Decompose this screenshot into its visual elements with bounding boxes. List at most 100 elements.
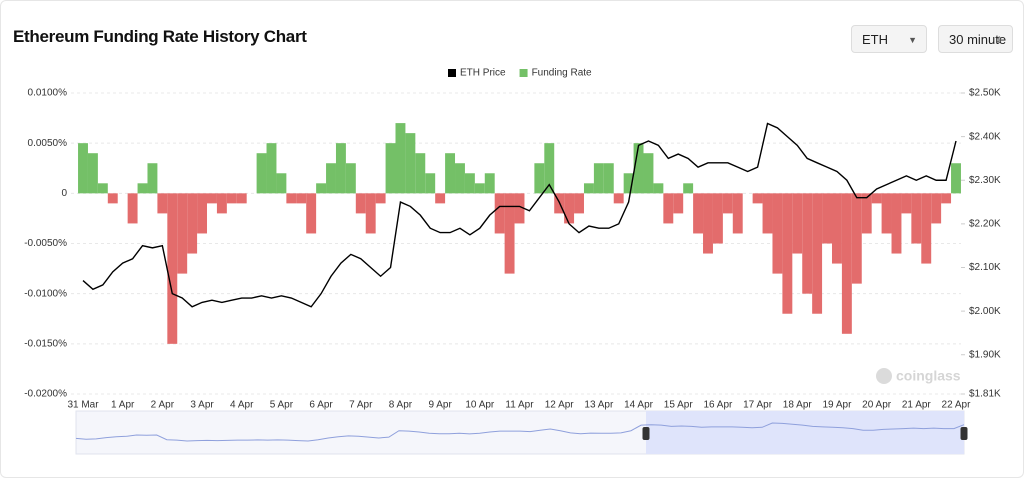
funding-bar (762, 193, 773, 234)
x-tick-label: 21 Apr (902, 400, 932, 411)
funding-bar (167, 193, 178, 344)
x-tick-label: 10 Apr (465, 400, 495, 411)
x-tick-label: 16 Apr (703, 400, 733, 411)
funding-bar (455, 163, 465, 194)
funding-bar (187, 193, 198, 254)
y2-tick-label: $2.00K (969, 306, 1001, 317)
funding-bar (851, 193, 862, 284)
funding-bar (693, 193, 704, 234)
symbol-select[interactable]: ETH ▼ (851, 25, 927, 53)
funding-bar (891, 193, 902, 254)
x-tick-label: 13 Apr (584, 400, 614, 411)
y-tick-label: 0 (61, 188, 67, 199)
funding-bar (831, 193, 842, 264)
funding-bar (355, 193, 366, 214)
x-tick-label: 9 Apr (428, 400, 452, 411)
x-tick-label: 6 Apr (309, 400, 333, 411)
y2-tick-label: $2.30K (969, 175, 1001, 186)
funding-bar (712, 193, 723, 244)
funding-bar (941, 193, 952, 204)
dropdown-arrow: ⇕ (995, 35, 1003, 45)
funding-bar (653, 183, 664, 194)
funding-bar (494, 193, 505, 234)
funding-bar (782, 193, 793, 314)
funding-bar (395, 123, 406, 194)
funding-bar (812, 193, 823, 314)
funding-bar (226, 193, 237, 204)
funding-bar (574, 193, 584, 214)
funding-bar (881, 193, 892, 234)
x-tick-label: 17 Apr (743, 400, 773, 411)
funding-bar (951, 163, 961, 194)
funding-bar (266, 143, 277, 194)
funding-bar (752, 193, 763, 204)
funding-bar (722, 193, 733, 214)
funding-bar (78, 143, 88, 194)
funding-bar (921, 193, 932, 264)
funding-bar (147, 163, 158, 194)
watermark-logo (876, 368, 892, 384)
y2-tick-label: $1.81K (969, 389, 1001, 400)
funding-bar (464, 173, 475, 194)
x-tick-label: 12 Apr (545, 400, 575, 411)
funding-bar (197, 193, 208, 234)
funding-bar (931, 193, 942, 224)
funding-bar (583, 183, 594, 194)
x-tick-label: 8 Apr (389, 400, 413, 411)
y-tick-label: -0.0200% (24, 389, 67, 400)
symbol-value: ETH (862, 32, 888, 47)
funding-bar (405, 133, 416, 194)
navigator-handle[interactable] (642, 427, 650, 440)
funding-bar (425, 173, 436, 194)
funding-bar (435, 193, 446, 204)
funding-bar (375, 193, 386, 204)
funding-bar (97, 183, 108, 194)
funding-bar (385, 143, 396, 194)
funding-bar (87, 153, 98, 194)
funding-bar (127, 193, 138, 224)
funding-bar (137, 183, 148, 194)
funding-bar (345, 163, 356, 194)
funding-bar (256, 153, 267, 194)
x-tick-label: 19 Apr (822, 400, 852, 411)
funding-bar (911, 193, 922, 244)
page-title: Ethereum Funding Rate History Chart (13, 27, 307, 46)
y-tick-label: 0.0050% (28, 138, 68, 149)
x-tick-label: 1 Apr (111, 400, 135, 411)
funding-bar (365, 193, 376, 234)
funding-bar (663, 193, 674, 224)
interval-select[interactable]: 30 minute ⇕ (938, 25, 1013, 53)
x-tick-label: 11 Apr (505, 400, 534, 411)
funding-bar (732, 193, 743, 234)
legend-swatch (519, 69, 528, 77)
funding-bar (157, 193, 168, 214)
funding-bar (306, 193, 317, 234)
funding-bar (335, 143, 346, 194)
navigator-selection[interactable] (646, 411, 964, 454)
funding-bar (613, 193, 624, 204)
funding-bar (703, 193, 713, 254)
x-tick-label: 5 Apr (270, 400, 294, 411)
funding-bar (792, 193, 803, 254)
funding-bar (593, 163, 604, 194)
funding-bar (802, 193, 813, 294)
funding-bar (207, 193, 217, 204)
funding-bar (286, 193, 297, 204)
funding-bar (445, 153, 456, 194)
x-tick-label: 18 Apr (783, 400, 813, 411)
x-tick-label: 15 Apr (664, 400, 694, 411)
x-tick-label: 7 Apr (349, 400, 373, 411)
y2-tick-label: $2.10K (969, 262, 1001, 273)
y-tick-label: -0.0150% (24, 338, 67, 349)
funding-bar (861, 193, 872, 234)
y-tick-label: 0.0100% (28, 88, 68, 99)
legend-label: ETH Price (460, 68, 506, 79)
interval-value: 30 minute (949, 32, 1007, 47)
funding-bar (683, 183, 694, 194)
funding-bar (415, 153, 426, 194)
price-line (82, 122, 957, 308)
navigator-handle[interactable] (960, 427, 968, 440)
navigator-line (75, 422, 965, 442)
